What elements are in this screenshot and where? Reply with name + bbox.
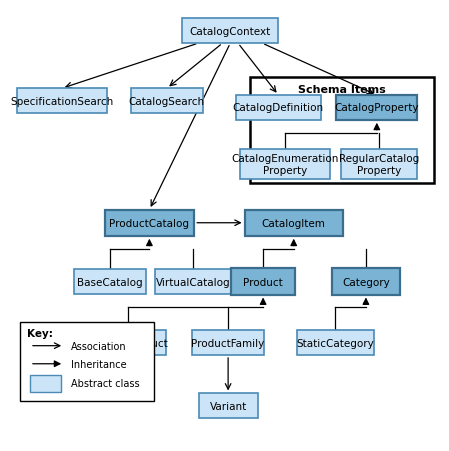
FancyBboxPatch shape	[198, 393, 258, 419]
Text: SpecificationSearch: SpecificationSearch	[10, 97, 114, 106]
FancyBboxPatch shape	[231, 269, 295, 295]
FancyBboxPatch shape	[17, 89, 107, 114]
Text: Variant: Variant	[210, 401, 247, 411]
Text: ProductCatalog: ProductCatalog	[110, 218, 189, 228]
FancyBboxPatch shape	[30, 375, 62, 392]
FancyBboxPatch shape	[74, 270, 146, 295]
Text: ProductFamily: ProductFamily	[191, 338, 265, 348]
FancyBboxPatch shape	[341, 150, 417, 179]
Text: CatalogSearch: CatalogSearch	[129, 97, 205, 106]
Text: Schema Items: Schema Items	[298, 85, 386, 95]
FancyBboxPatch shape	[89, 330, 166, 355]
Text: Key:: Key:	[27, 328, 53, 338]
FancyBboxPatch shape	[105, 210, 194, 236]
Text: BaseCatalog: BaseCatalog	[77, 277, 143, 287]
Text: CatalogContext: CatalogContext	[189, 27, 271, 37]
FancyBboxPatch shape	[332, 269, 400, 295]
FancyBboxPatch shape	[236, 96, 321, 120]
Text: StaticCategory: StaticCategory	[296, 338, 374, 348]
Text: Abstract class: Abstract class	[70, 378, 139, 388]
Text: CatalogEnumeration
Property: CatalogEnumeration Property	[231, 154, 339, 175]
Text: CatalogProperty: CatalogProperty	[335, 103, 419, 113]
Text: RegularCatalog
Property: RegularCatalog Property	[339, 154, 419, 175]
Text: CatalogDefinition: CatalogDefinition	[233, 103, 324, 113]
Text: Association: Association	[70, 341, 126, 351]
Text: Inheritance: Inheritance	[70, 359, 126, 369]
Text: CatalogItem: CatalogItem	[262, 218, 326, 228]
FancyBboxPatch shape	[245, 210, 343, 236]
FancyBboxPatch shape	[155, 270, 231, 295]
FancyBboxPatch shape	[336, 96, 417, 120]
FancyBboxPatch shape	[20, 322, 154, 401]
FancyBboxPatch shape	[240, 150, 330, 179]
Text: Category: Category	[342, 277, 390, 287]
FancyBboxPatch shape	[192, 330, 264, 355]
Text: RegularProduct: RegularProduct	[88, 338, 167, 348]
Text: VirtualCatalog: VirtualCatalog	[156, 277, 230, 287]
FancyBboxPatch shape	[250, 78, 434, 184]
FancyBboxPatch shape	[182, 19, 278, 44]
FancyBboxPatch shape	[131, 89, 203, 114]
Text: Product: Product	[243, 277, 283, 287]
FancyBboxPatch shape	[297, 330, 374, 355]
